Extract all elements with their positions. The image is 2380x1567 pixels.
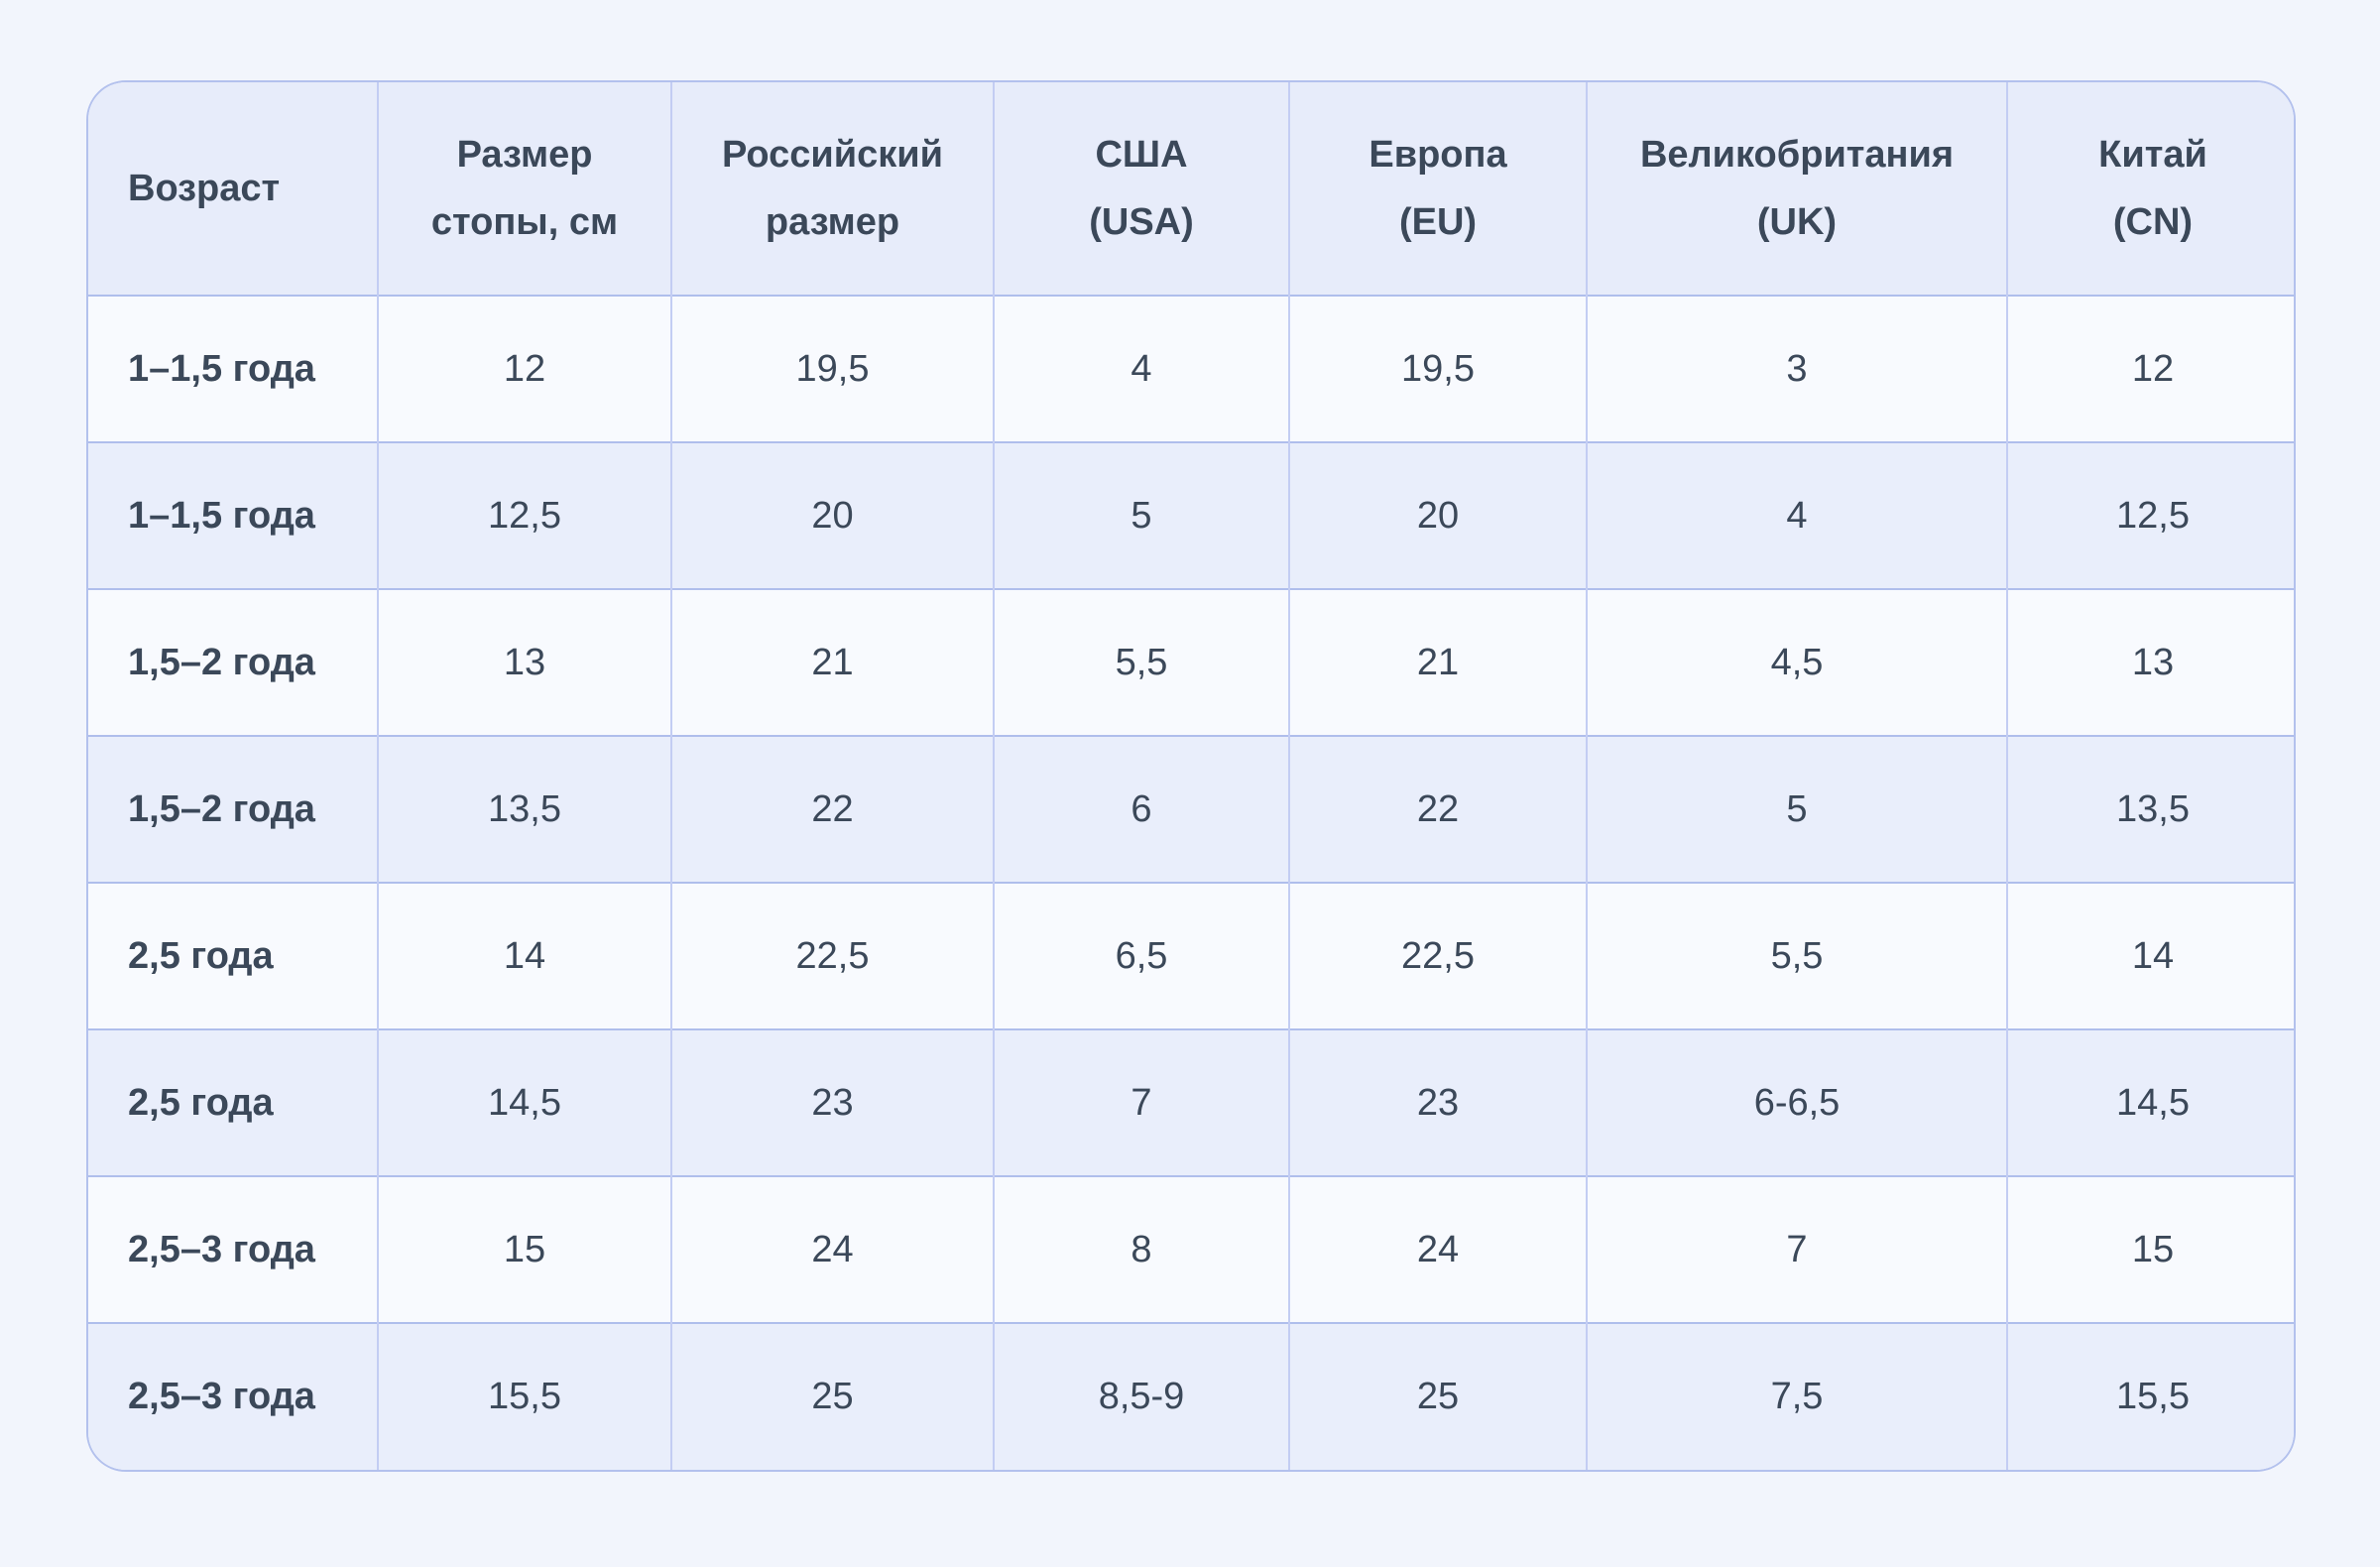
column-header-cn: Китай (CN)	[2006, 82, 2294, 296]
table-cell-age: 2,5–3 года	[88, 1322, 378, 1470]
table-cell-uk: 5,5	[1586, 882, 2007, 1029]
table-cell-uk: 7	[1586, 1175, 2007, 1323]
table-cell-usa: 6	[993, 735, 1289, 883]
table-cell-eu: 20	[1288, 441, 1587, 589]
table-cell-uk: 4,5	[1586, 588, 2007, 736]
table-cell-uk: 7,5	[1586, 1322, 2007, 1470]
table-cell-usa: 8,5-9	[993, 1322, 1289, 1470]
table-cell-usa: 5,5	[993, 588, 1289, 736]
table-cell-foot-size-cm: 12	[377, 295, 671, 442]
table-body: 1–1,5 года 12 19,5 4 19,5 3 12 1–1,5 года 12,5 20…	[88, 295, 2294, 1470]
table-cell-eu: 24	[1288, 1175, 1587, 1323]
table-cell-uk: 5	[1586, 735, 2007, 883]
table-cell-ru-size: 24	[670, 1175, 994, 1323]
table-cell-usa: 7	[993, 1028, 1289, 1176]
table-cell-ru-size: 21	[670, 588, 994, 736]
table-cell-age: 1–1,5 года	[88, 441, 378, 589]
column-header-uk: Великобритания (UK)	[1586, 82, 2007, 296]
table-row: 1,5–2 года 13 21 5,5 21 4,5 13	[88, 588, 2294, 736]
table-cell-uk: 3	[1586, 295, 2007, 442]
table-cell-uk: 4	[1586, 441, 2007, 589]
table-header: Возраст Размер стопы, см Российский разм…	[88, 82, 2294, 296]
table-cell-foot-size-cm: 15,5	[377, 1322, 671, 1470]
column-header-ru-size: Российский размер	[670, 82, 994, 296]
table-row: 2,5–3 года 15,5 25 8,5-9 25 7,5 15,5	[88, 1322, 2294, 1470]
table-cell-age: 1–1,5 года	[88, 295, 378, 442]
table-cell-age: 2,5 года	[88, 882, 378, 1029]
table-cell-foot-size-cm: 14,5	[377, 1028, 671, 1176]
table-cell-usa: 5	[993, 441, 1289, 589]
column-header-eu: Европа (EU)	[1288, 82, 1587, 296]
table-row: 2,5 года 14 22,5 6,5 22,5 5,5 14	[88, 882, 2294, 1029]
table-cell-foot-size-cm: 12,5	[377, 441, 671, 589]
table-cell-cn: 14	[2006, 882, 2294, 1029]
table-cell-eu: 22	[1288, 735, 1587, 883]
table-cell-cn: 15,5	[2006, 1322, 2294, 1470]
table-cell-ru-size: 22,5	[670, 882, 994, 1029]
table-cell-eu: 19,5	[1288, 295, 1587, 442]
column-header-usa: США (USA)	[993, 82, 1289, 296]
table-cell-cn: 14,5	[2006, 1028, 2294, 1176]
children-shoe-size-table: Возраст Размер стопы, см Российский разм…	[88, 82, 2294, 1470]
table-row: 2,5 года 14,5 23 7 23 6-6,5 14,5	[88, 1028, 2294, 1176]
table-cell-foot-size-cm: 15	[377, 1175, 671, 1323]
table-cell-ru-size: 22	[670, 735, 994, 883]
table-cell-cn: 15	[2006, 1175, 2294, 1323]
table-cell-uk: 6-6,5	[1586, 1028, 2007, 1176]
table-cell-foot-size-cm: 14	[377, 882, 671, 1029]
table-cell-cn: 13	[2006, 588, 2294, 736]
table-cell-age: 1,5–2 года	[88, 588, 378, 736]
table-cell-foot-size-cm: 13,5	[377, 735, 671, 883]
table-cell-cn: 13,5	[2006, 735, 2294, 883]
table-cell-usa: 4	[993, 295, 1289, 442]
table-row: 2,5–3 года 15 24 8 24 7 15	[88, 1175, 2294, 1323]
table-cell-eu: 25	[1288, 1322, 1587, 1470]
table-row: 1–1,5 года 12 19,5 4 19,5 3 12	[88, 295, 2294, 442]
table-cell-foot-size-cm: 13	[377, 588, 671, 736]
table-cell-ru-size: 19,5	[670, 295, 994, 442]
table-cell-eu: 21	[1288, 588, 1587, 736]
table-cell-eu: 22,5	[1288, 882, 1587, 1029]
table-cell-ru-size: 25	[670, 1322, 994, 1470]
table-cell-cn: 12	[2006, 295, 2294, 442]
table-cell-usa: 8	[993, 1175, 1289, 1323]
table-cell-ru-size: 20	[670, 441, 994, 589]
table-cell-usa: 6,5	[993, 882, 1289, 1029]
table-cell-cn: 12,5	[2006, 441, 2294, 589]
size-chart-table: Возраст Размер стопы, см Российский разм…	[86, 80, 2296, 1472]
table-cell-age: 2,5 года	[88, 1028, 378, 1176]
table-row: 1–1,5 года 12,5 20 5 20 4 12,5	[88, 441, 2294, 589]
table-cell-eu: 23	[1288, 1028, 1587, 1176]
table-row: 1,5–2 года 13,5 22 6 22 5 13,5	[88, 735, 2294, 883]
column-header-age: Возраст	[88, 82, 378, 296]
table-cell-ru-size: 23	[670, 1028, 994, 1176]
column-header-foot-size-cm: Размер стопы, см	[377, 82, 671, 296]
table-cell-age: 2,5–3 года	[88, 1175, 378, 1323]
header-row: Возраст Размер стопы, см Российский разм…	[88, 82, 2294, 296]
table-cell-age: 1,5–2 года	[88, 735, 378, 883]
